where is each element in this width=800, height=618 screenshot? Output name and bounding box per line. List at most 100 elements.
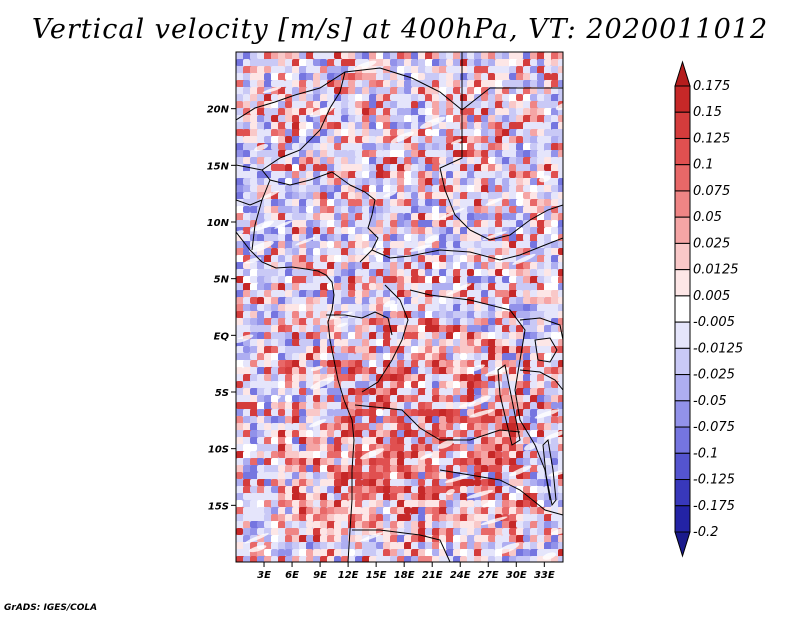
field-cell — [481, 416, 489, 425]
field-cell — [467, 528, 476, 537]
field-cell — [425, 367, 434, 374]
field-cell — [313, 465, 320, 474]
field-cell — [544, 234, 553, 242]
field-cell — [558, 542, 563, 551]
field-cell — [411, 213, 420, 222]
field-cell — [362, 73, 371, 81]
field-cell — [432, 143, 440, 151]
field-cell — [551, 157, 559, 166]
field-cell — [523, 430, 531, 439]
field-cell — [460, 87, 468, 94]
field-cell — [544, 80, 553, 89]
field-cell — [264, 227, 273, 235]
field-cell — [425, 332, 433, 339]
field-cell — [250, 381, 258, 389]
colorbar-label: -0.075 — [693, 420, 735, 435]
field-cell — [236, 472, 243, 479]
field-cell — [243, 87, 252, 96]
field-cell — [474, 52, 482, 61]
field-streak — [326, 311, 353, 321]
field-cell — [313, 346, 320, 354]
field-cell — [509, 556, 518, 562]
field-cell — [558, 521, 563, 529]
field-cell — [502, 388, 511, 397]
field-cell — [509, 360, 518, 368]
field-cell — [502, 297, 511, 304]
field-streak — [482, 231, 507, 240]
field-cell — [250, 171, 257, 179]
colorbar-swatch — [674, 321, 691, 349]
field-cell — [551, 444, 559, 453]
field-streak — [419, 116, 446, 129]
field-streak — [244, 257, 262, 264]
field-cell — [474, 325, 481, 333]
field-cell — [348, 157, 355, 166]
field-cell — [383, 409, 392, 417]
field-cell — [537, 192, 546, 199]
field-cell — [369, 500, 378, 509]
field-cell — [425, 59, 434, 67]
field-cell — [544, 255, 551, 264]
field-cell — [481, 269, 488, 276]
field-cell — [397, 353, 404, 360]
field-cell — [292, 171, 300, 179]
field-cell — [264, 430, 273, 437]
field-cell — [418, 304, 426, 312]
field-cell — [509, 500, 516, 508]
field-cell — [432, 332, 439, 339]
field-cell — [537, 493, 545, 502]
field-cell — [411, 346, 419, 355]
field-cell — [320, 409, 327, 417]
field-cell — [299, 521, 308, 530]
field-cell — [481, 528, 490, 537]
field-cell — [299, 73, 308, 81]
field-cell — [404, 556, 412, 562]
field-cell — [418, 206, 426, 213]
field-cell — [404, 304, 413, 312]
field-cell — [502, 507, 511, 514]
field-cell — [509, 332, 518, 340]
field-cell — [334, 297, 341, 305]
field-cell — [327, 430, 335, 437]
field-cell — [418, 360, 427, 367]
field-cell — [523, 542, 531, 551]
field-cell — [544, 185, 553, 193]
field-streak — [259, 190, 280, 200]
field-cell — [474, 73, 483, 80]
field-cell — [355, 122, 364, 131]
field-cell — [425, 101, 432, 109]
field-cell — [502, 101, 509, 108]
field-cell — [383, 458, 392, 467]
field-cell — [397, 255, 404, 263]
field-cell — [376, 381, 383, 390]
field-cell — [404, 283, 413, 291]
field-cell — [306, 472, 313, 480]
field-cell — [285, 262, 293, 269]
field-cell — [418, 521, 426, 528]
field-cell — [306, 521, 313, 528]
field-cell — [502, 108, 509, 117]
field-cell — [537, 528, 544, 537]
field-cell — [285, 353, 294, 360]
field-cell — [334, 346, 341, 353]
field-cell — [446, 556, 454, 562]
field-cell — [236, 409, 245, 416]
field-cell — [453, 423, 460, 432]
field-cell — [467, 521, 476, 529]
field-cell — [292, 227, 299, 235]
field-cell — [390, 542, 398, 551]
field-cell — [481, 52, 489, 60]
field-cell — [236, 255, 245, 262]
field-cell — [530, 423, 537, 432]
field-cell — [306, 150, 315, 159]
field-cell — [495, 311, 504, 318]
field-cell — [341, 542, 349, 550]
field-cell — [334, 262, 343, 271]
field-cell — [306, 227, 313, 235]
field-cell — [439, 472, 446, 481]
field-cell — [236, 381, 243, 388]
field-cell — [509, 101, 517, 110]
field-cell — [271, 444, 278, 453]
field-cell — [390, 402, 399, 409]
field-cell — [327, 94, 334, 103]
